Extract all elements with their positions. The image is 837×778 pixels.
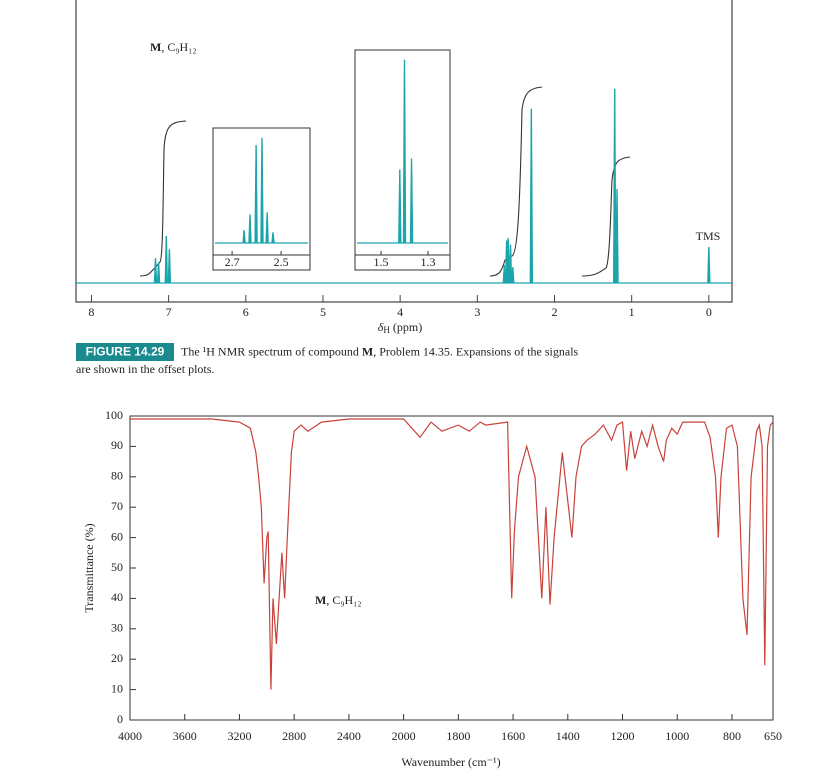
annotation-bold: M [315,593,326,607]
x-tick-label: 5 [320,305,326,319]
nmr-annotation: M, C₉H₁₂ [150,40,197,54]
y-tick-label: 70 [111,499,123,513]
peak [271,232,275,244]
y-tick-label: 0 [117,712,123,726]
x-tick-label: 2000 [392,729,416,743]
peak [248,214,252,244]
peak [502,264,507,284]
annotation-bold: M [150,40,161,54]
peak [615,189,619,284]
peak [254,145,258,244]
x-tick-label: 3200 [227,729,251,743]
y-tick-label: 60 [111,529,123,543]
peak [612,88,617,284]
x-tick-label: 7 [166,305,172,319]
y-tick-label: 30 [111,621,123,635]
peak [242,230,246,244]
caption-part: are shown in the offset plots. [76,362,214,376]
integration-curves [139,86,631,277]
inset-box [354,49,451,271]
x-tick-label: 2 [551,305,557,319]
caption-line: are shown in the offset plots. [76,362,214,376]
peak [707,247,711,284]
caption-label: FIGURE 14.29 [86,345,165,359]
x-tick-label: 8 [88,305,94,319]
y-tick-label: 40 [111,590,123,604]
x-tick-label: 1 [629,305,635,319]
peak [260,137,264,244]
ir-frame [129,415,774,721]
x-tick-label: 1000 [665,729,689,743]
inset-tick-label: 2.7 [225,255,240,269]
ir-x-label: Wavenumber (cm⁻¹) [401,755,500,769]
caption-line: The ¹H NMR spectrum of compound M, Probl… [181,344,579,358]
peak [409,158,414,244]
inset-tick-label: 2.5 [274,255,289,269]
x-tick-label: 6 [243,305,249,319]
ir-y-label: Transmittance (%) [82,523,96,612]
spectrum-line [130,418,774,690]
x-tick-label: 1200 [611,729,635,743]
peak [164,235,169,284]
annotation-text: , C₉H₁₂ [161,40,196,54]
caption-part: M [362,344,373,358]
y-tick-label: 50 [111,560,123,574]
caption-label-box [76,343,174,361]
x-tick-label: 800 [723,729,741,743]
peak [506,238,510,284]
x-tick-label: 3600 [173,729,197,743]
x-tick-label: 1600 [501,729,525,743]
x-tick-label: 2800 [282,729,306,743]
peak [153,258,158,284]
tms-label: TMS [696,229,721,243]
x-tick-label: 650 [764,729,782,743]
y-tick-label: 100 [105,408,123,422]
caption-part: , Problem 14.35. Expansions of the signa… [373,344,578,358]
nmr-x-label: δH (ppm) [378,320,422,335]
peak [511,267,515,284]
x-tick-label: 4 [397,305,403,319]
sub: H [383,325,390,335]
integration-curve [489,86,543,277]
symbol: δ [378,320,384,334]
peak [398,169,402,244]
peak [156,262,161,284]
unit: (ppm) [390,320,422,334]
peak [167,249,172,284]
peak [508,244,513,284]
x-tick-label: 1400 [556,729,580,743]
peak [402,59,407,244]
y-tick-label: 20 [111,651,123,665]
peak [529,108,534,284]
inset-tick-label: 1.5 [374,255,389,269]
peak [265,212,269,244]
x-tick-label: 2400 [337,729,361,743]
y-tick-label: 90 [111,438,123,452]
x-tick-label: 1800 [446,729,470,743]
y-tick-label: 10 [111,681,123,695]
x-tick-label: 3 [474,305,480,319]
y-tick-label: 80 [111,469,123,483]
integration-curve [581,156,631,277]
integration-curve [139,120,187,277]
ir-annotation: M, C₉H₁₂ [315,593,362,607]
inset-tick-label: 1.3 [420,255,435,269]
annotation-text: , C₉H₁₂ [326,593,361,607]
x-tick-label: 4000 [118,729,142,743]
caption-part: The ¹H NMR spectrum of compound [181,344,362,358]
x-tick-label: 0 [706,305,712,319]
